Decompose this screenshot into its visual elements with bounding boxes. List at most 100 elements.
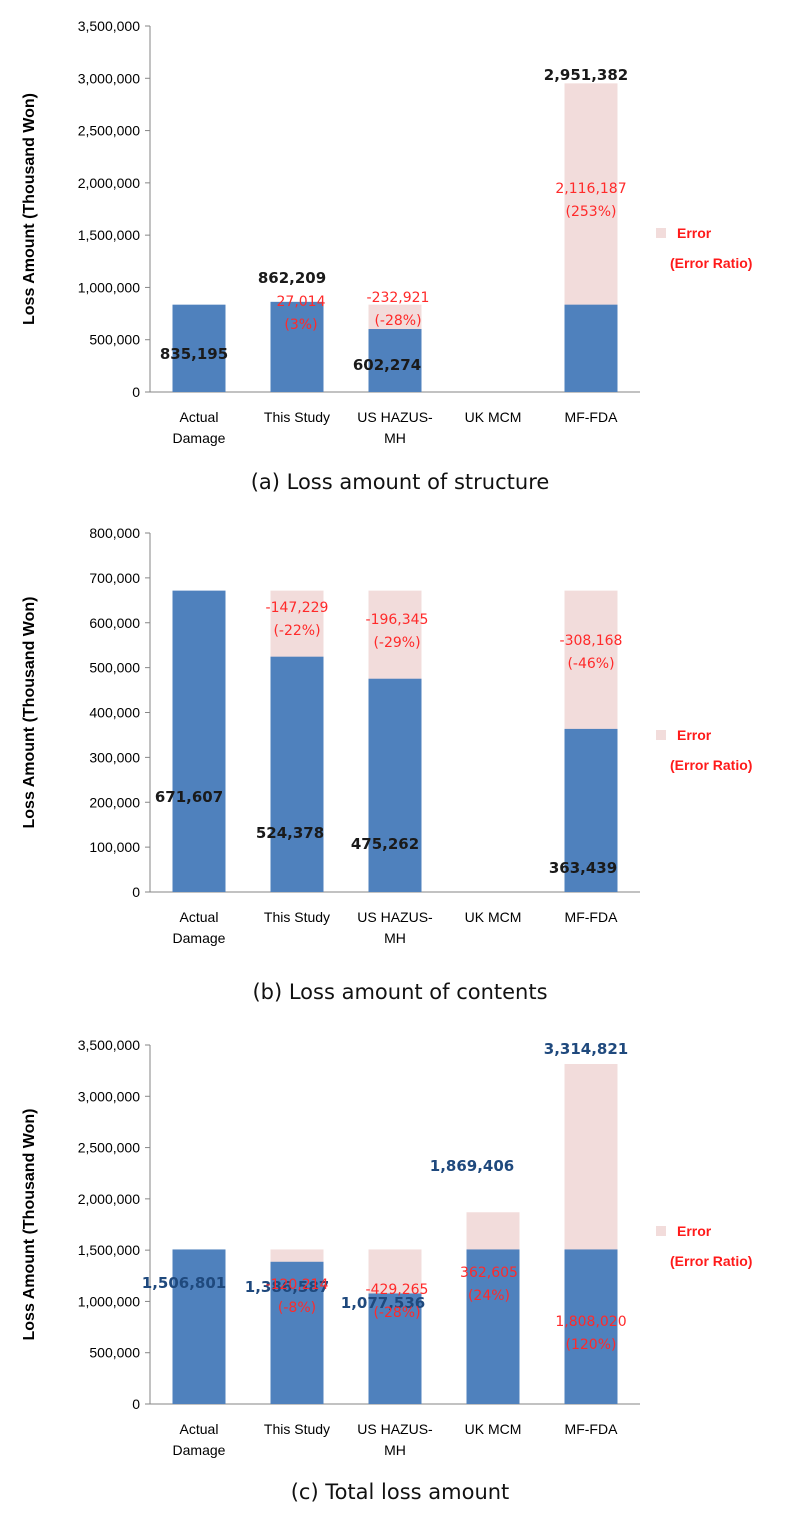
legend-swatch — [656, 228, 666, 238]
error-label-4: 2,116,187 (253%) — [555, 181, 626, 220]
x-category-label-line: Actual — [180, 1421, 219, 1437]
bar-loss-2 — [368, 678, 422, 892]
x-category-label-line: This Study — [264, 1421, 330, 1437]
legend: Error (Error Ratio) — [656, 225, 752, 271]
x-category-label: MF-FDA — [565, 909, 619, 925]
error-label-line: -147,229 — [266, 600, 329, 616]
chart-caption: (a) Loss amount of structure — [250, 470, 550, 494]
error-label-1: -120,214 (-8%) — [266, 1277, 329, 1316]
bar-loss-4 — [564, 1249, 618, 1404]
x-category-label: This Study — [264, 909, 330, 925]
legend: Error (Error Ratio) — [656, 727, 752, 773]
y-tick-label: 2,500,000 — [78, 123, 140, 139]
x-category-label: UK MCM — [465, 409, 522, 425]
bar-loss-1 — [270, 656, 324, 892]
value-label-2: 475,262 — [351, 835, 419, 853]
legend: Error (Error Ratio) — [656, 1223, 752, 1269]
x-category-label-line: Damage — [173, 1442, 226, 1458]
x-category-label-line: This Study — [264, 409, 330, 425]
error-label-line: 1,808,020 — [555, 1314, 626, 1330]
error-label-line: (-46%) — [567, 656, 614, 672]
y-tick-label: 600,000 — [89, 615, 140, 631]
y-tick-label: 3,000,000 — [78, 70, 140, 86]
y-tick-label: 1,500,000 — [78, 1242, 140, 1258]
y-tick-label: 0 — [132, 884, 140, 900]
error-label-line: -120,214 — [266, 1277, 329, 1293]
x-category-label: This Study — [264, 409, 330, 425]
error-label-line: (-22%) — [273, 623, 320, 639]
y-tick-label: 0 — [132, 1396, 140, 1412]
error-label-line: 27,014 — [277, 294, 326, 310]
value-label-0: 1,506,801 — [142, 1274, 226, 1292]
bar-loss-0 — [172, 590, 226, 892]
x-category-label: MF-FDA — [565, 409, 619, 425]
x-category-label-line: MH — [384, 430, 406, 446]
error-label-line: (-28%) — [374, 313, 421, 329]
legend-swatch — [656, 1226, 666, 1236]
x-category-label: Actual Damage — [173, 409, 226, 446]
x-category-label-line: Actual — [180, 409, 219, 425]
y-tick-label: 3,000,000 — [78, 1088, 140, 1104]
x-category-label: Actual Damage — [173, 909, 226, 946]
chart-caption: (c) Total loss amount — [290, 1480, 510, 1504]
x-category-label-line: MH — [384, 1442, 406, 1458]
error-label-1: -147,229 (-22%) — [266, 600, 329, 639]
y-tick-label: 800,000 — [89, 525, 140, 541]
bar-loss-2 — [368, 329, 422, 392]
bar-loss-0 — [172, 304, 226, 392]
error-label-line: 362,605 — [460, 1265, 518, 1281]
value-label-4: 2,951,382 — [544, 66, 628, 84]
value-label-4: 363,439 — [549, 859, 617, 877]
x-category-label: Actual Damage — [173, 1421, 226, 1458]
y-tick-label: 300,000 — [89, 749, 140, 765]
bar-chart-total: 0 500,000 1,000,000 1,500,000 2,000,000 2,500… — [21, 1037, 752, 1458]
x-category-label-line: Actual — [180, 909, 219, 925]
x-category-label: UK MCM — [465, 1421, 522, 1437]
x-category-label-line: MF-FDA — [565, 409, 619, 425]
chart-caption: (b) Loss amount of contents — [252, 980, 548, 1004]
x-category-label-line: Damage — [173, 430, 226, 446]
error-label-4: 1,808,020 (120%) — [555, 1314, 626, 1353]
legend-sublabel: (Error Ratio) — [670, 757, 752, 773]
value-label-0: 671,607 — [155, 788, 223, 806]
bar-loss-1 — [270, 301, 324, 392]
x-category-label-line: MH — [384, 930, 406, 946]
error-label-2: -429,265 (-28%) — [366, 1282, 429, 1321]
error-label-line: (-28%) — [373, 1305, 420, 1321]
error-label-line: (3%) — [284, 317, 317, 333]
error-label-4: -308,168 (-46%) — [560, 633, 623, 672]
x-category-label-line: US HAZUS- — [357, 409, 433, 425]
bar-loss-4 — [564, 728, 618, 892]
y-tick-label: 2,000,000 — [78, 175, 140, 191]
x-category-label-line: UK MCM — [465, 409, 522, 425]
x-category-label-line: US HAZUS- — [357, 1421, 433, 1437]
error-label-2: -232,921 (-28%) — [367, 290, 430, 329]
error-label-line: -196,345 — [366, 612, 429, 628]
bar-chart-structure: 0 500,000 1,000,000 1,500,000 2,000,000 2,500… — [21, 18, 752, 446]
legend-label: Error — [677, 727, 712, 743]
error-label-2: -196,345 (-29%) — [366, 612, 429, 651]
x-category-label: US HAZUS- MH — [357, 1421, 433, 1458]
error-label-line: (253%) — [566, 204, 617, 220]
x-category-label: US HAZUS- MH — [357, 409, 433, 446]
x-category-label: US HAZUS- MH — [357, 909, 433, 946]
error-label-3: 362,605 (24%) — [460, 1265, 518, 1304]
bar-loss-3 — [466, 1249, 520, 1404]
chart-panel-contents: 0 100,000 200,000 300,000 400,000 500,000 600,… — [0, 505, 800, 1010]
y-tick-label: 400,000 — [89, 705, 140, 721]
y-tick-label: 0 — [132, 384, 140, 400]
legend-label: Error — [677, 1223, 712, 1239]
bar-loss-1 — [270, 1261, 324, 1404]
y-tick-label: 700,000 — [89, 570, 140, 586]
error-label-line: -308,168 — [560, 633, 623, 649]
y-tick-label: 500,000 — [89, 332, 140, 348]
y-tick-label: 200,000 — [89, 794, 140, 810]
bar-loss-0 — [172, 1249, 226, 1404]
value-label-4: 3,314,821 — [544, 1040, 628, 1058]
y-tick-label: 100,000 — [89, 839, 140, 855]
y-tick-label: 1,500,000 — [78, 227, 140, 243]
legend-sublabel: (Error Ratio) — [670, 255, 752, 271]
bar-chart-contents: 0 100,000 200,000 300,000 400,000 500,000 600,… — [21, 525, 752, 946]
y-tick-label: 500,000 — [89, 1345, 140, 1361]
error-label-line: 2,116,187 — [555, 181, 626, 197]
